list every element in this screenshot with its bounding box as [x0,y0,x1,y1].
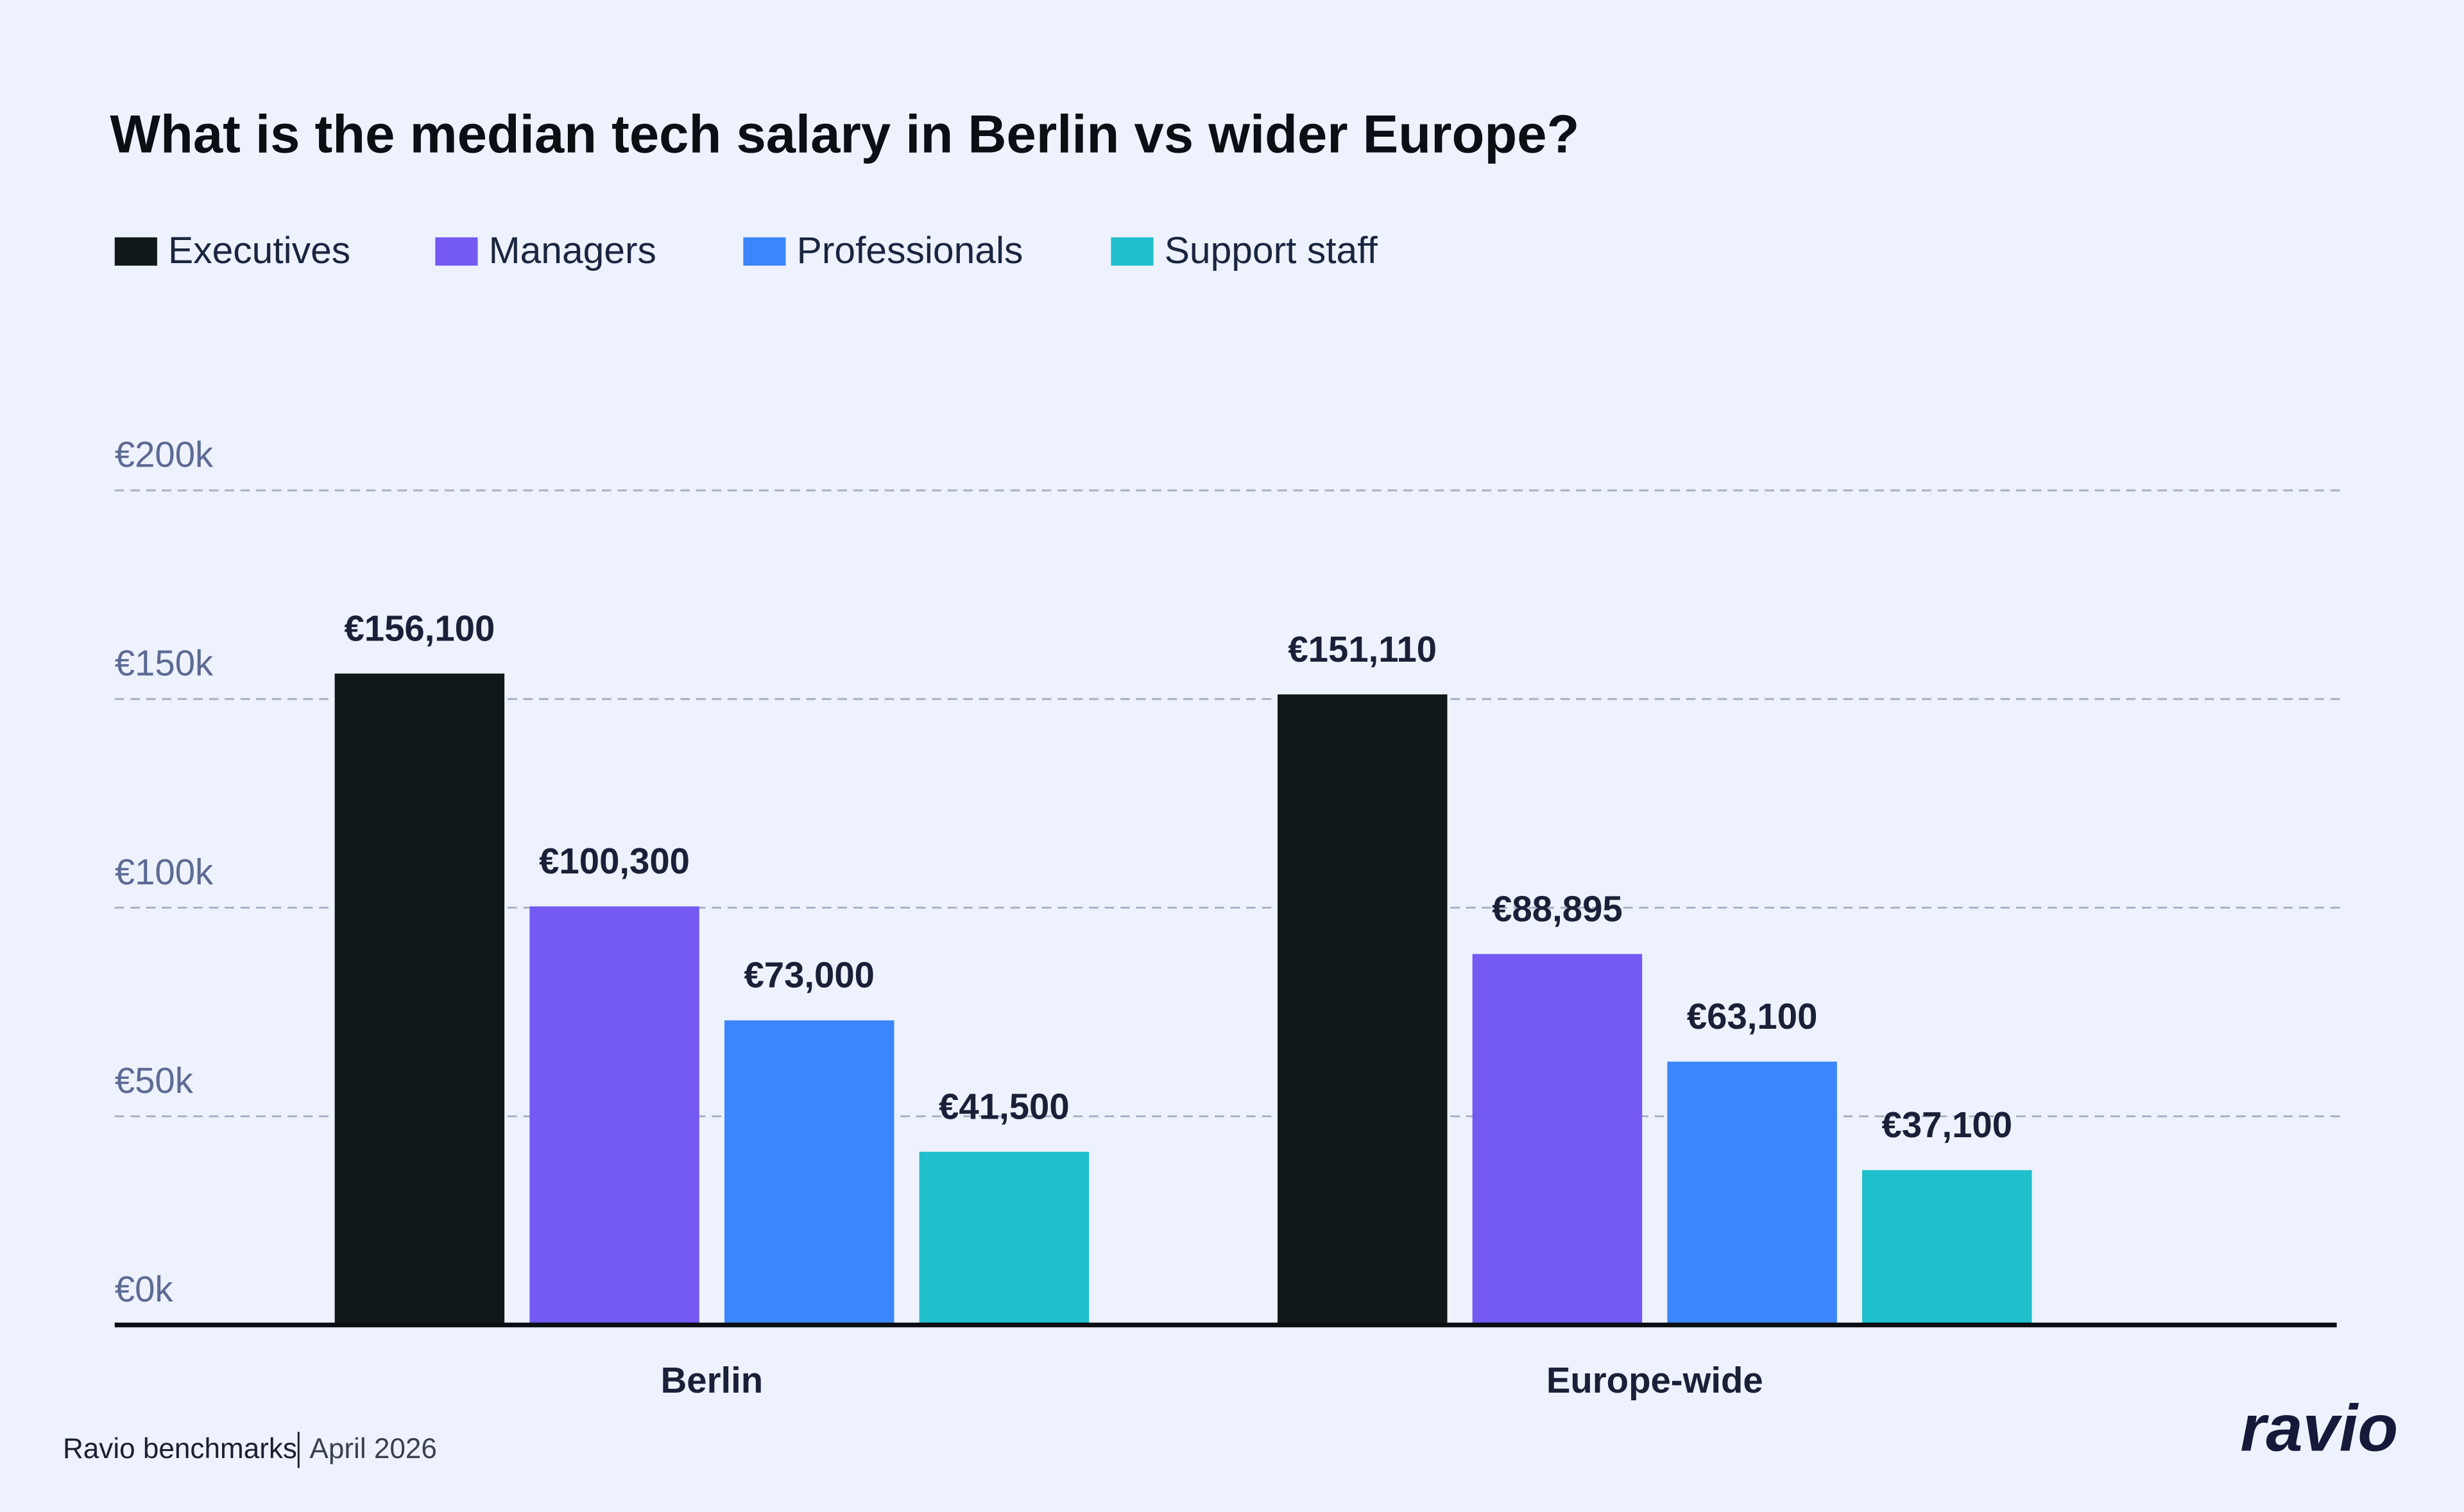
y-tick-label: €50k [115,1060,194,1101]
x-tick-label: Berlin [661,1360,764,1400]
bar [1278,694,1448,1325]
bar [1862,1170,2032,1325]
value-label: €73,000 [744,955,875,995]
bar [334,673,505,1325]
value-label: €100,300 [539,841,690,881]
bar [1472,954,1643,1325]
date: April 2026 [309,1433,436,1465]
value-label: €37,100 [1882,1104,2013,1145]
legend-swatch [743,237,786,266]
bar [919,1151,1090,1325]
logo: ravio [2240,1391,2398,1465]
bar [1667,1061,1837,1325]
value-label: €151,110 [1288,629,1437,669]
y-tick-label: €200k [115,434,214,475]
legend-swatch [1111,237,1154,266]
y-tick-label: €100k [115,852,214,892]
chart-title: What is the median tech salary in Berlin… [110,105,1579,164]
source: Ravio benchmarks [63,1433,297,1465]
y-tick-label: €150k [115,643,214,683]
y-tick-label: €0k [115,1269,174,1309]
x-tick-label: Europe-wide [1546,1360,1763,1400]
legend-swatch [114,237,157,266]
legend-label: Professionals [797,230,1023,271]
legend-swatch [435,237,478,266]
value-label: €63,100 [1687,996,1818,1036]
bar [724,1020,894,1325]
value-label: €88,895 [1492,888,1623,929]
legend-label: Support staff [1165,230,1378,271]
legend-label: Managers [489,230,656,271]
value-label: €41,500 [939,1086,1070,1126]
value-label: €156,100 [344,608,495,648]
bar [529,906,699,1325]
legend-label: Executives [168,230,350,271]
